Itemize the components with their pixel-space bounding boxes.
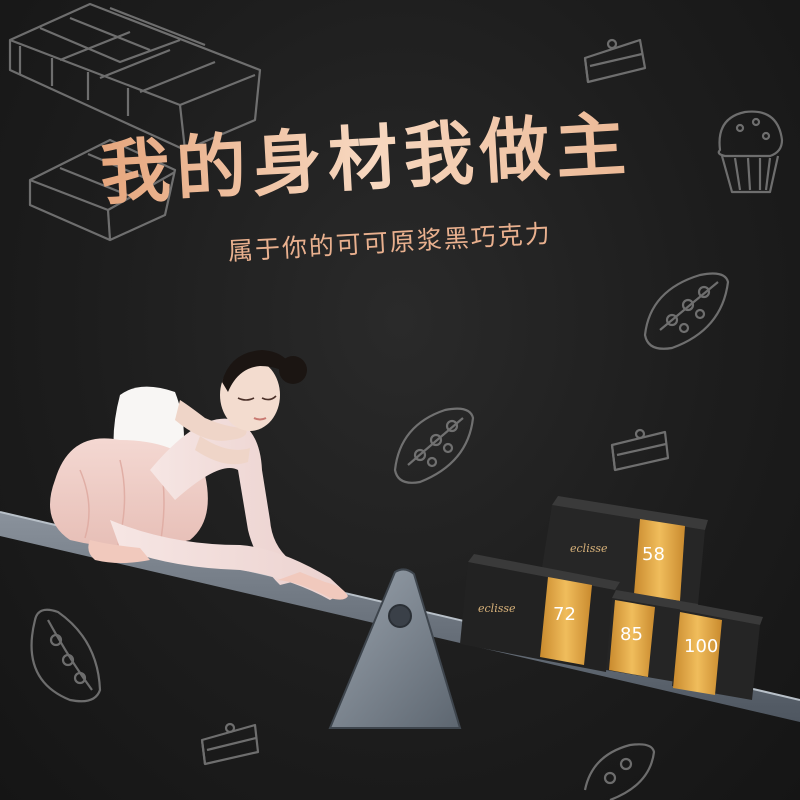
cocoa-pod-icon [643, 272, 730, 350]
chocolate-bar-icon [8, 2, 262, 152]
cocoa-pod-icon [393, 407, 475, 484]
product-box-85: 85 [606, 590, 698, 684]
cocoa-pod-icon [30, 608, 102, 703]
chocolate-piece-icon [28, 138, 177, 242]
cake-slice-icon [610, 428, 670, 472]
product-box-100: 100 [672, 602, 763, 700]
box-percent-label: 85 [620, 624, 643, 645]
box-percent-label: 72 [553, 604, 576, 625]
box-brand: eclisse [570, 542, 608, 555]
seesaw-fulcrum [328, 568, 462, 729]
cake-slice-icon [583, 38, 647, 84]
box-percent-label: 58 [642, 544, 665, 565]
product-stack: 58 eclisse 72 eclisse 85 [460, 496, 763, 700]
ballerina-figure [50, 350, 348, 600]
cupcake-icon [717, 110, 784, 194]
product-box-72: 72 eclisse [460, 554, 620, 672]
box-brand: eclisse [478, 602, 516, 615]
cocoa-pod-icon [583, 743, 656, 800]
box-percent-label: 100 [684, 636, 718, 657]
cake-slice-icon [200, 722, 260, 766]
